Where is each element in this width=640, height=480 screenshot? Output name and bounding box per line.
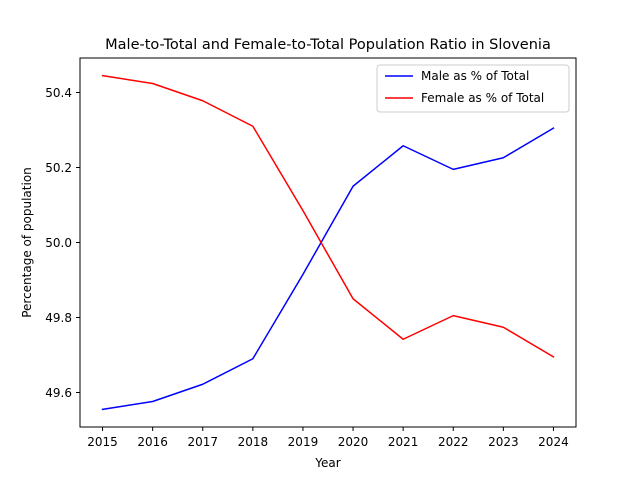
x-tick-label: 2021 — [388, 435, 419, 449]
series-line-female — [101, 74, 555, 358]
x-tick-label: 2024 — [538, 435, 569, 449]
y-tick-label: 50.4 — [45, 86, 72, 100]
y-tick-label: 50.2 — [45, 161, 72, 175]
series-line-male — [101, 127, 555, 411]
x-tick-label: 2023 — [488, 435, 519, 449]
x-axis-label: Year — [314, 456, 340, 470]
x-tick-label: 2016 — [137, 435, 168, 449]
x-tick-label: 2015 — [87, 435, 118, 449]
y-axis: 49.6 49.8 50.0 50.2 50.4 — [45, 86, 80, 400]
legend-label-male: Male as % of Total — [421, 69, 529, 83]
x-tick-label: 2022 — [438, 435, 469, 449]
y-axis-label: Percentage of population — [20, 167, 34, 318]
legend-label-female: Female as % of Total — [421, 91, 544, 105]
x-tick-label: 2017 — [187, 435, 218, 449]
legend-frame — [376, 64, 570, 113]
y-tick-label: 50.0 — [45, 236, 72, 250]
x-tick-label: 2020 — [338, 435, 369, 449]
y-tick-label: 49.8 — [45, 311, 72, 325]
x-tick-label: 2019 — [288, 435, 319, 449]
y-tick-label: 49.6 — [45, 386, 72, 400]
series-layer — [101, 74, 555, 411]
x-tick-label: 2018 — [238, 435, 269, 449]
chart-title: Male-to-Total and Female-to-Total Popula… — [105, 37, 551, 53]
x-axis: 2015 2016 2017 2018 2019 2020 2021 2022 2023 2024 — [87, 427, 569, 449]
plot-area-frame — [79, 57, 577, 428]
legend: Male as % of Total Female as % of Total — [376, 64, 570, 113]
